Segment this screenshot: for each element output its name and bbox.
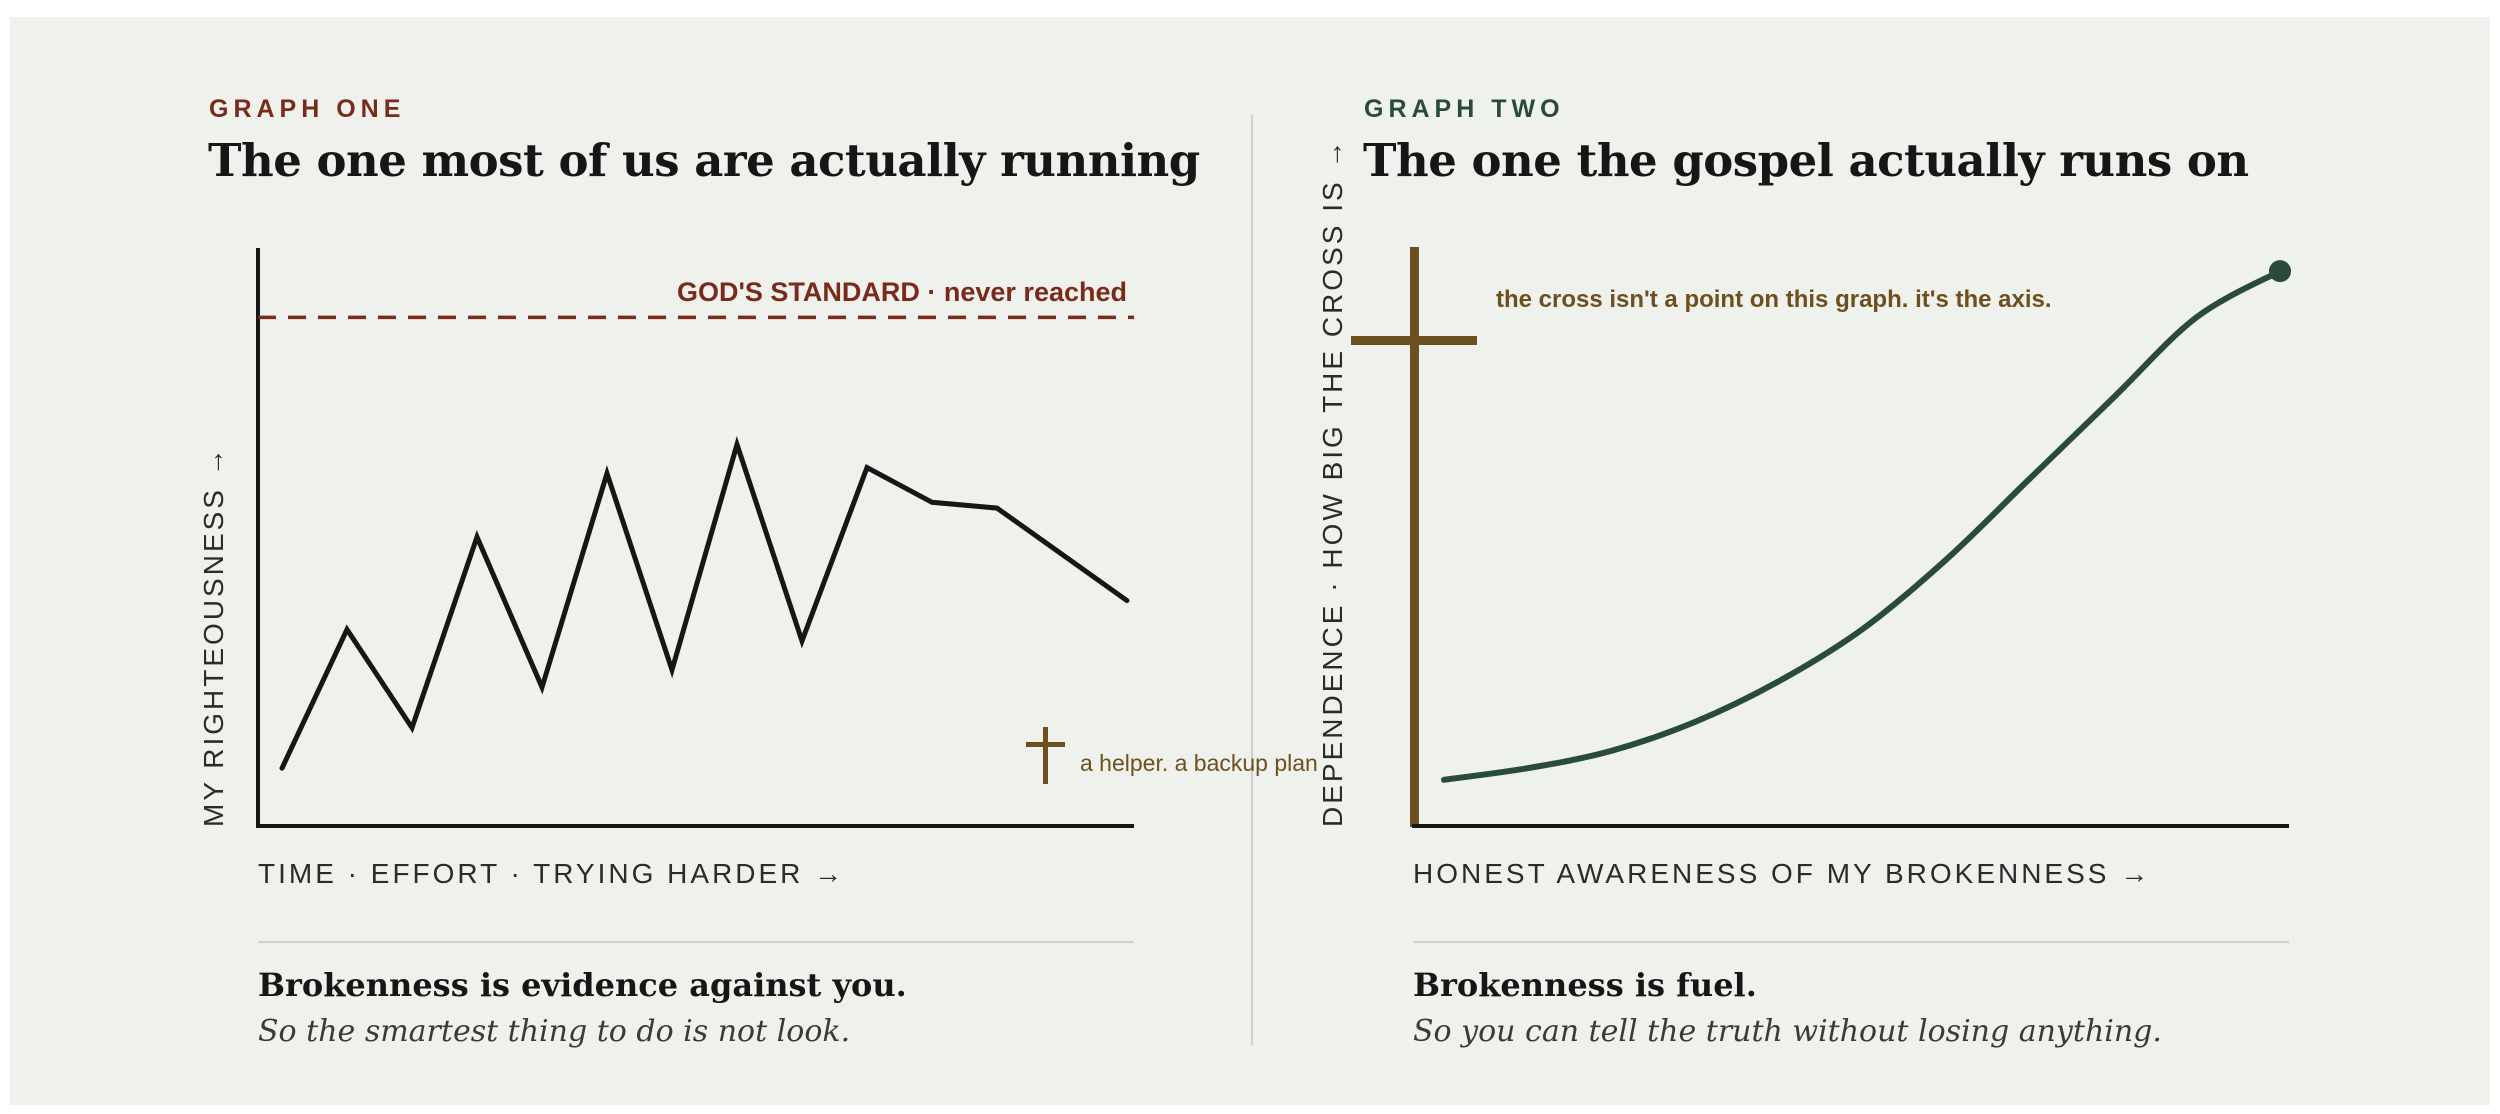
graph-one-caption-title: Brokenness is evidence against you. (258, 966, 907, 1004)
graph-one-title: The one most of us are actually running (208, 134, 1200, 187)
curve-end-point (2269, 260, 2291, 283)
graph-two-x-axis-label: HONEST AWARENESS OF MY BROKENNESS → (1413, 858, 2151, 889)
graph-one-caption-rule (258, 941, 1134, 943)
graph-two-y-axis-label: DEPENDENCE · HOW BIG THE CROSS IS → (1317, 138, 1348, 827)
graph-two-caption-title: Brokenness is fuel. (1413, 966, 1757, 1004)
graph-one-eyebrow: GRAPH ONE (209, 95, 406, 123)
graph-one-x-axis-label: TIME · EFFORT · TRYING HARDER → (258, 858, 845, 889)
cross-axis (1410, 247, 1419, 827)
righteousness-line (279, 436, 1130, 771)
graph-two: the cross isn't a point on this graph. i… (1317, 138, 2291, 889)
graph-two-title: The one the gospel actually runs on (1363, 134, 2249, 187)
cross-icon (1351, 336, 1477, 345)
dependence-curve (1441, 268, 2283, 783)
graph-one: GOD'S STANDARD · never reached MY RIGHTE… (198, 248, 1318, 889)
graph-two-eyebrow: GRAPH TWO (1364, 95, 1565, 123)
graph-one-y-axis-label: MY RIGHTEOUSNESS → (198, 445, 229, 827)
graph-one-caption-sub: So the smartest thing to do is not look. (258, 1014, 851, 1049)
cross-axis-note: the cross isn't a point on this graph. i… (1496, 286, 2052, 313)
cross-icon (1026, 727, 1065, 784)
vertical-divider (1251, 115, 1253, 1045)
graph-two-caption-rule (1413, 941, 2289, 943)
canvas-card (10, 17, 2490, 1105)
gods-standard-label: GOD'S STANDARD · never reached (677, 277, 1127, 307)
cross-helper-label: a helper. a backup plan (1080, 750, 1318, 776)
graph-two-caption-sub: So you can tell the truth without losing… (1413, 1014, 2162, 1049)
